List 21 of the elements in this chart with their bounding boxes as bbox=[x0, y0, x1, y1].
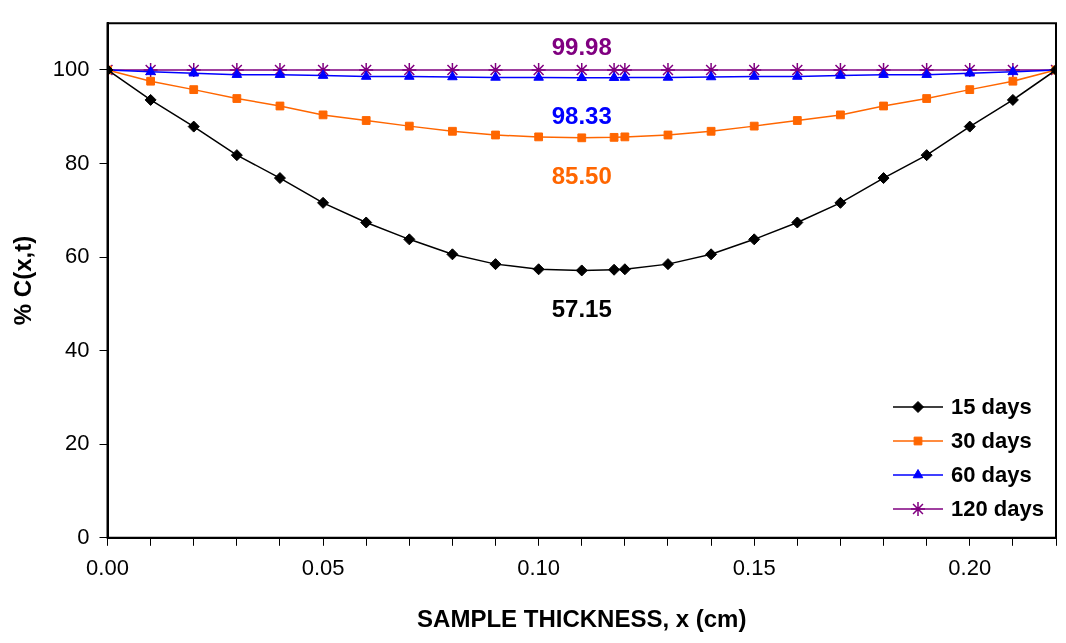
x-tick-label: 0.05 bbox=[301, 555, 345, 581]
legend-label: 30 days bbox=[951, 427, 1032, 454]
y-tick-label: 20 bbox=[65, 430, 90, 456]
y-tick-label: 80 bbox=[65, 149, 90, 175]
x-tick-label: 0.10 bbox=[517, 555, 561, 581]
legend-label: 15 days bbox=[951, 393, 1032, 420]
x-tick-label: 0.15 bbox=[732, 555, 776, 581]
data-label: 98.33 bbox=[551, 102, 612, 130]
legend-label: 120 days bbox=[951, 495, 1044, 522]
y-tick-label: 100 bbox=[52, 56, 90, 82]
x-axis-title: SAMPLE THICKNESS, x (cm) bbox=[417, 605, 747, 633]
data-label: 57.15 bbox=[551, 295, 612, 323]
data-label: 99.98 bbox=[551, 32, 612, 60]
y-tick-label: 0 bbox=[77, 523, 90, 549]
data-label: 85.50 bbox=[551, 162, 612, 190]
legend-label: 60 days bbox=[951, 461, 1032, 488]
y-axis-title: % C(x,t) bbox=[9, 235, 37, 326]
y-tick-label: 40 bbox=[65, 336, 90, 362]
x-tick-label: 0.20 bbox=[948, 555, 992, 581]
x-tick-label: 0.00 bbox=[86, 555, 129, 581]
y-tick-label: 60 bbox=[65, 243, 90, 269]
